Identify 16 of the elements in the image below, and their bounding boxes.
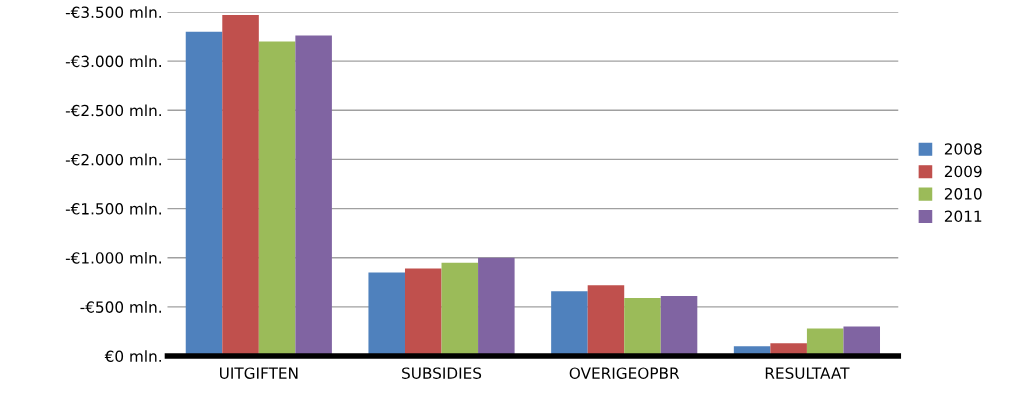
- y-tick-label: -€3.000 mln.: [65, 55, 161, 68]
- legend-label: 2010: [944, 188, 982, 200]
- legend-label: 2008: [944, 143, 982, 155]
- legend-label: 2011: [944, 210, 982, 223]
- y-tick-label: €0 mln.: [104, 350, 161, 363]
- y-tick-label: -€500 mln.: [80, 301, 161, 313]
- x-tick-label: OVERIGEOPBR: [569, 367, 680, 379]
- legend-label: 2009: [944, 165, 982, 178]
- y-tick-label: -€2.500 mln.: [65, 104, 161, 117]
- x-tick-label: UITGIFTEN: [220, 367, 298, 379]
- x-tick-label: SUBSIDIES: [402, 367, 482, 379]
- y-tick-label: -€1.000 mln.: [65, 251, 161, 264]
- x-tick-label: RESULTAAT: [765, 367, 850, 379]
- y-tick-label: -€1.500 mln.: [65, 202, 161, 215]
- y-tick-label: -€2.000 mln.: [65, 153, 161, 166]
- y-tick-label: -€3.500 mln.: [65, 6, 161, 19]
